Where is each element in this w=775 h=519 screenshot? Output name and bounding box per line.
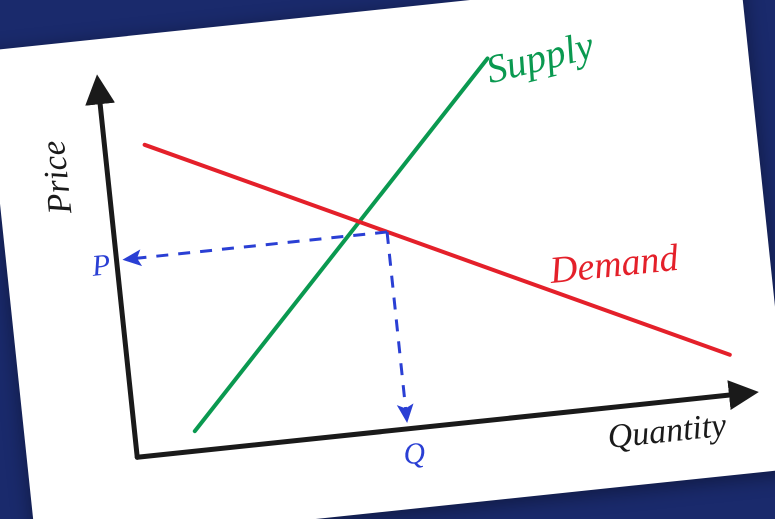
- demand-label: Demand: [546, 236, 680, 291]
- y-axis-label: Price: [34, 138, 79, 216]
- equilibrium-p-label: P: [89, 248, 112, 283]
- supply-label: Supply: [481, 22, 598, 92]
- supply-line: [159, 58, 523, 431]
- equilibrium-quantity-dash: [387, 231, 407, 420]
- equilibrium-q-label: Q: [401, 436, 426, 471]
- supply-demand-chart: Price Quantity Supply Demand P Q: [0, 0, 775, 519]
- x-axis-label: Quantity: [605, 406, 728, 455]
- paper-sheet: Price Quantity Supply Demand P Q: [0, 0, 775, 519]
